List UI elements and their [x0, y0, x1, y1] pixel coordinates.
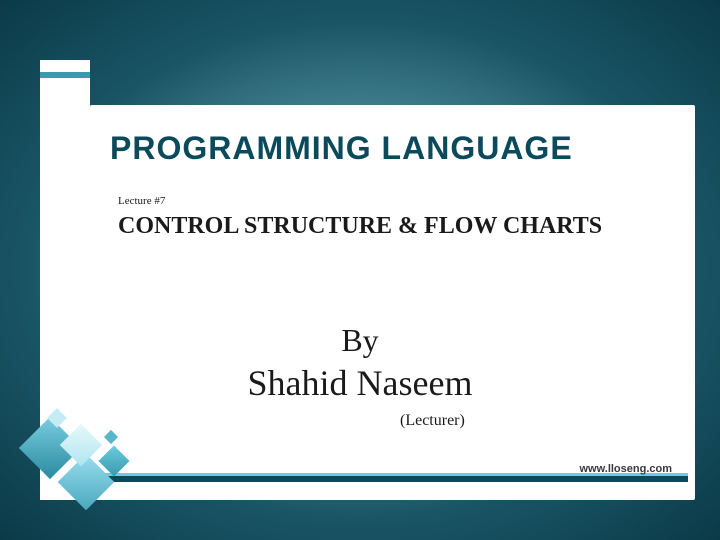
main-title: PROGRAMMING LANGUAGE [110, 130, 680, 167]
bottom-accent-line-dark [95, 476, 688, 482]
by-label: By [0, 322, 720, 359]
left-bar-notch [40, 72, 90, 78]
author-role: (Lecturer) [400, 412, 465, 430]
website-url: www.lloseng.com [580, 463, 673, 475]
lecture-number: Lecture #7 [118, 195, 165, 207]
author-name: Shahid Naseem [0, 362, 720, 404]
subtitle: CONTROL STRUCTURE & FLOW CHARTS [118, 213, 680, 240]
diamond-decoration [18, 400, 138, 520]
diamond-shape [104, 430, 118, 444]
